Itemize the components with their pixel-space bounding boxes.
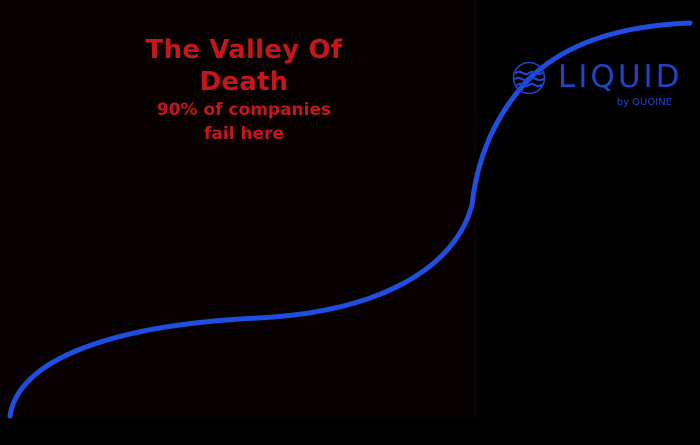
headline-title: The Valley Of Death xyxy=(145,35,343,97)
liquid-wave-icon xyxy=(512,61,546,95)
valley-headline: The Valley Of Death 90% of companies fai… xyxy=(98,34,390,146)
growth-curve-line xyxy=(7,20,693,419)
liquid-logo: LIQUID by QUOINE xyxy=(512,58,682,114)
headline-subtitle-line-2: fail here xyxy=(204,124,284,144)
brand-name: LIQUID xyxy=(558,59,683,95)
brand-tagline: by QUOINE xyxy=(616,97,672,108)
headline-subtitle-line-1: 90% of companies xyxy=(156,100,332,120)
